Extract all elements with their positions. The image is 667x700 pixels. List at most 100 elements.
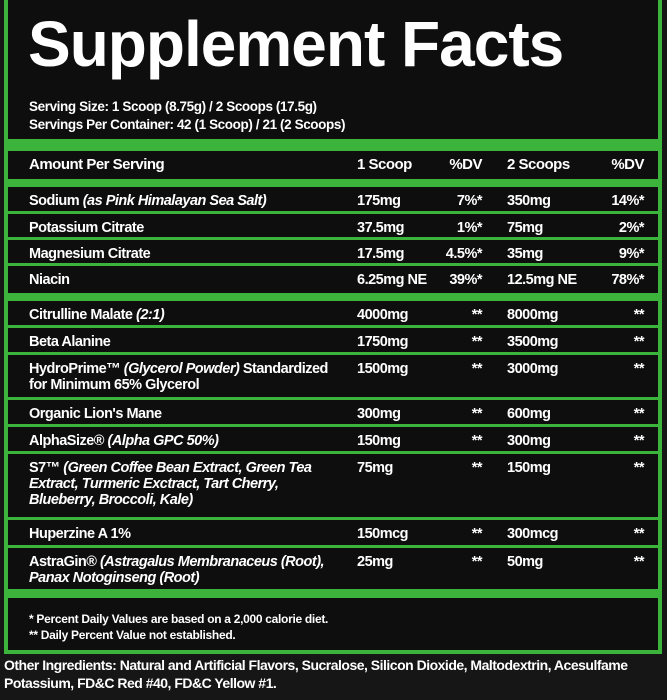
dv-1-scoop: 4.5%*	[445, 246, 483, 262]
ingredient-note: (Alpha GPC 50%)	[107, 433, 219, 449]
divider	[8, 139, 658, 151]
dv-2-scoops: **	[633, 554, 645, 570]
dv-2-scoops: **	[633, 433, 645, 449]
dv-1-scoop: **	[471, 334, 483, 350]
ingredient-detail: Standardized for Minimum 65% Glycerol	[29, 361, 328, 393]
dv-2-scoops: **	[633, 406, 645, 422]
dv-2-scoops: 78%*	[611, 272, 644, 288]
amount-2-scoops: 600mg	[507, 406, 551, 422]
header-scoop2: 2 Scoops	[507, 156, 570, 173]
amount-2-scoops: 300mg	[507, 433, 551, 449]
amount-2-scoops: 50mg	[507, 554, 543, 570]
ingredient-name: Beta Alanine	[29, 334, 329, 350]
dv-1-scoop: 7%*	[456, 193, 483, 209]
ingredient-label: AlphaSize®	[29, 433, 108, 449]
amount-1-scoop: 4000mg	[357, 307, 409, 323]
amount-2-scoops: 150mg	[507, 460, 551, 476]
ingredient-label: Sodium	[29, 193, 83, 209]
table-row: Magnesium Citrate 17.5mg 4.5%* 35mg 9%*	[8, 240, 658, 266]
table-row: AlphaSize® (Alpha GPC 50%) 150mg ** 300mg **	[8, 427, 658, 454]
ingredient-note: (Glycerol Powder)	[123, 361, 240, 377]
dv-2-scoops: **	[633, 460, 645, 476]
amount-1-scoop: 175mg	[357, 193, 401, 209]
page-title: Supplement Facts	[28, 8, 564, 80]
serving-size: Serving Size: 1 Scoop (8.75g) / 2 Scoops…	[29, 99, 317, 114]
dv-2-scoops: **	[633, 307, 645, 323]
ingredient-name: Sodium (as Pink Himalayan Sea Salt)	[29, 193, 329, 209]
amount-1-scoop: 37.5mg	[357, 220, 404, 236]
dv-1-scoop: **	[471, 460, 483, 476]
ingredient-note: (Green Coffee Bean Extract, Green Tea Ex…	[29, 460, 312, 508]
ingredient-label: Potassium Citrate	[29, 220, 144, 236]
ingredient-name: Niacin	[29, 272, 329, 288]
table-row: S7™ (Green Coffee Bean Extract, Green Te…	[8, 454, 658, 520]
ingredient-label: S7™	[29, 460, 64, 476]
ingredient-note: (2:1)	[136, 307, 165, 323]
amount-1-scoop: 300mg	[357, 406, 401, 422]
dv-2-scoops: 14%*	[611, 193, 644, 209]
amount-1-scoop: 1750mg	[357, 334, 409, 350]
ingredient-label: Citrulline Malate	[29, 307, 137, 323]
footnote: ** Daily Percent Value not established.	[29, 628, 236, 642]
header-dv2: %DV	[611, 156, 644, 173]
ingredient-name: HydroPrime™ (Glycerol Powder) Standardiz…	[29, 361, 329, 393]
divider	[8, 589, 658, 598]
dv-2-scoops: 2%*	[618, 220, 645, 236]
ingredient-name: S7™ (Green Coffee Bean Extract, Green Te…	[29, 460, 329, 508]
footnote: * Percent Daily Values are based on a 2,…	[29, 612, 329, 626]
amount-1-scoop: 1500mg	[357, 361, 409, 377]
amount-2-scoops: 3000mg	[507, 361, 559, 377]
ingredient-name: AstraGin® (Astragalus Membranaceus (Root…	[29, 554, 329, 586]
divider	[8, 293, 658, 301]
amount-2-scoops: 75mg	[507, 220, 543, 236]
dv-1-scoop: **	[471, 526, 483, 542]
header-name: Amount Per Serving	[29, 156, 165, 173]
ingredient-label: AstraGin®	[29, 554, 100, 570]
ingredient-label: Magnesium Citrate	[29, 246, 151, 262]
header-dv1: %DV	[449, 156, 482, 173]
table-row: Huperzine A 1% 150mcg ** 300mcg **	[8, 520, 658, 548]
table-header: Amount Per Serving 1 Scoop %DV 2 Scoops …	[8, 151, 658, 179]
ingredient-name: Potassium Citrate	[29, 220, 329, 236]
ingredient-label: Beta Alanine	[29, 334, 111, 350]
ingredient-name: Organic Lion's Mane	[29, 406, 329, 422]
table-row: AstraGin® (Astragalus Membranaceus (Root…	[8, 548, 658, 590]
amount-2-scoops: 8000mg	[507, 307, 559, 323]
table-row: Beta Alanine 1750mg ** 3500mg **	[8, 328, 658, 355]
servings-per-container: Servings Per Container: 42 (1 Scoop) / 2…	[29, 117, 346, 132]
amount-2-scoops: 3500mg	[507, 334, 559, 350]
dv-2-scoops: **	[633, 361, 645, 377]
dv-2-scoops: 9%*	[618, 246, 645, 262]
amount-1-scoop: 6.25mg NE	[357, 272, 427, 288]
ingredient-name: Huperzine A 1%	[29, 526, 329, 542]
dv-1-scoop: **	[471, 307, 483, 323]
ingredient-label: Huperzine A 1%	[29, 526, 131, 542]
dv-1-scoop: 1%*	[456, 220, 483, 236]
divider	[8, 179, 658, 187]
dv-1-scoop: 39%*	[449, 272, 482, 288]
dv-2-scoops: **	[633, 334, 645, 350]
table-row: Potassium Citrate 37.5mg 1%* 75mg 2%*	[8, 214, 658, 240]
dv-1-scoop: **	[471, 361, 483, 377]
amount-2-scoops: 35mg	[507, 246, 543, 262]
ingredient-note: (Astragalus Membranaceus (Root), Panax N…	[29, 554, 325, 586]
ingredient-note: (as Pink Himalayan Sea Salt)	[82, 193, 267, 209]
dv-1-scoop: **	[471, 433, 483, 449]
table-row: HydroPrime™ (Glycerol Powder) Standardiz…	[8, 355, 658, 400]
dv-1-scoop: **	[471, 406, 483, 422]
table-row: Citrulline Malate (2:1) 4000mg ** 8000mg **	[8, 301, 658, 328]
amount-1-scoop: 17.5mg	[357, 246, 404, 262]
ingredient-label: HydroPrime™	[29, 361, 124, 377]
table-row: Sodium (as Pink Himalayan Sea Salt) 175mg…	[8, 187, 658, 214]
amount-2-scoops: 12.5mg NE	[507, 272, 577, 288]
ingredient-name: Citrulline Malate (2:1)	[29, 307, 329, 323]
amount-2-scoops: 300mcg	[507, 526, 559, 542]
ingredient-label: Organic Lion's Mane	[29, 406, 162, 422]
amount-2-scoops: 350mg	[507, 193, 551, 209]
supplement-facts-panel: Supplement Facts Serving Size: 1 Scoop (…	[4, 0, 662, 654]
table-row: Organic Lion's Mane 300mg ** 600mg **	[8, 400, 658, 427]
amount-1-scoop: 75mg	[357, 460, 393, 476]
amount-1-scoop: 150mcg	[357, 526, 409, 542]
dv-1-scoop: **	[471, 554, 483, 570]
dv-2-scoops: **	[633, 526, 645, 542]
